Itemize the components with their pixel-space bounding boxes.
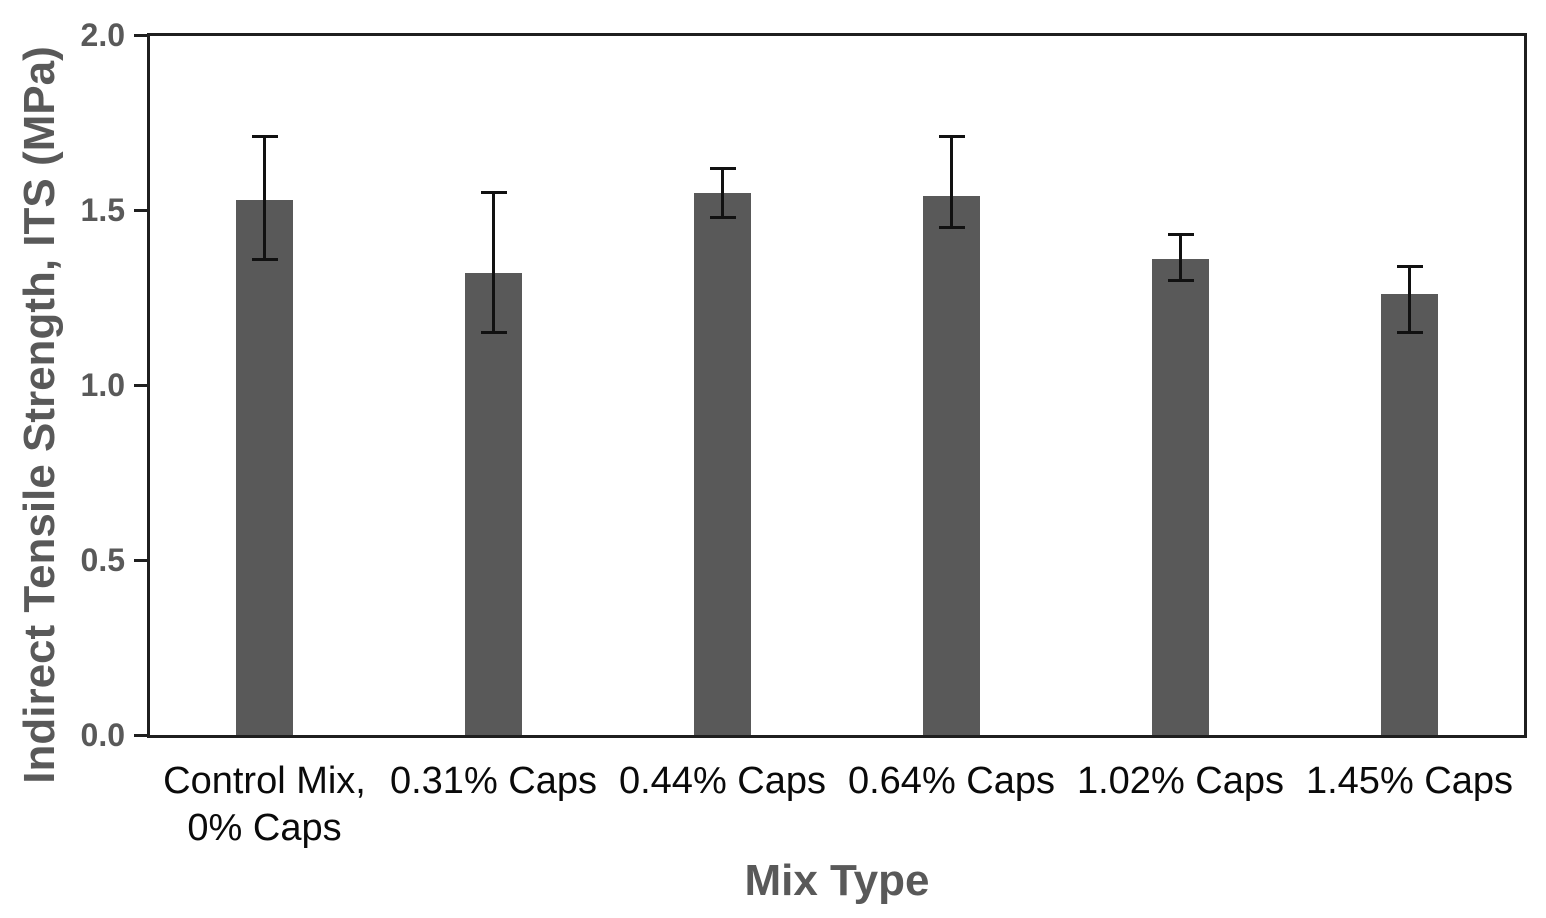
bar xyxy=(236,199,293,735)
error-bar xyxy=(263,136,266,259)
y-tick-label: 0.5 xyxy=(80,542,125,578)
error-bar-cap-top xyxy=(1167,233,1194,236)
error-bar-cap-bottom xyxy=(480,331,507,334)
y-tick-mark xyxy=(134,733,150,737)
x-tick-label: 0.31% Caps xyxy=(389,760,597,802)
error-bar xyxy=(1408,266,1411,333)
x-axis-title: Mix Type xyxy=(744,856,930,905)
y-tick-mark xyxy=(134,383,150,387)
y-tick-label: 2.0 xyxy=(80,17,125,53)
error-bar-cap-bottom xyxy=(1396,331,1423,334)
y-axis-title: Indirect Tensile Strength, ITS (MPa) xyxy=(15,46,64,784)
x-tick-label: Control Mix, 0% Caps xyxy=(163,760,366,849)
bar xyxy=(1381,294,1438,735)
error-bar-cap-bottom xyxy=(938,226,965,229)
error-bar-cap-bottom xyxy=(1167,278,1194,282)
error-bar xyxy=(1179,234,1182,280)
error-bar-cap-top xyxy=(938,135,965,138)
y-tick-label: 1.5 xyxy=(80,192,125,228)
y-tick-mark xyxy=(134,558,150,562)
bar xyxy=(465,273,522,735)
bar xyxy=(694,192,751,735)
error-bar-cap-top xyxy=(1396,264,1423,268)
bar xyxy=(1152,259,1209,735)
x-tick-label: 0.44% Caps xyxy=(618,760,826,802)
error-bar-cap-bottom xyxy=(709,215,736,219)
y-tick-mark xyxy=(134,208,150,212)
y-tick-label: 1.0 xyxy=(80,367,125,403)
error-bar xyxy=(721,168,724,217)
error-bar xyxy=(950,136,953,228)
error-bar-cap-top xyxy=(480,191,507,194)
y-tick-mark xyxy=(134,33,150,37)
y-tick-label: 0.0 xyxy=(80,717,125,753)
error-bar-cap-top xyxy=(709,166,736,170)
error-bar-cap-top xyxy=(251,135,278,138)
plot-area xyxy=(150,35,1524,735)
error-bar xyxy=(492,192,495,333)
error-bar-cap-bottom xyxy=(251,257,278,261)
x-tick-label: 1.45% Caps xyxy=(1305,760,1513,802)
bar xyxy=(923,196,980,735)
x-tick-label: 1.02% Caps xyxy=(1076,760,1284,802)
x-tick-label: 0.64% Caps xyxy=(847,760,1055,802)
